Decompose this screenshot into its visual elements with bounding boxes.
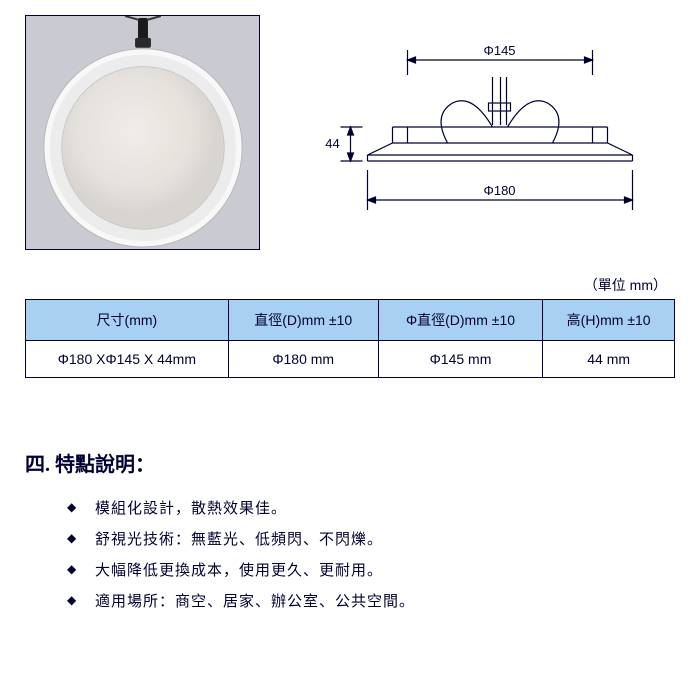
- td-phi-diameter: Φ145 mm: [378, 341, 543, 378]
- feature-item: 大幅降低更換成本，使用更久、更耐用。: [95, 559, 675, 580]
- th-size: 尺寸(mm): [26, 300, 229, 341]
- feature-item: 舒視光技術：無藍光、低頻閃、不閃爍。: [95, 528, 675, 549]
- td-height: 44 mm: [543, 341, 675, 378]
- th-height: 高(H)mm ±10: [543, 300, 675, 341]
- technical-diagram: Φ145: [290, 15, 675, 250]
- top-section: Φ145: [25, 15, 675, 250]
- td-size: Φ180 XΦ145 X 44mm: [26, 341, 229, 378]
- product-photo: [25, 15, 260, 250]
- dim-height: 44: [325, 136, 339, 151]
- spec-table: 尺寸(mm) 直徑(D)mm ±10 Φ直徑(D)mm ±10 高(H)mm ±…: [25, 299, 675, 378]
- section-title: 四. 特點說明：: [25, 448, 675, 477]
- th-diameter: 直徑(D)mm ±10: [228, 300, 378, 341]
- td-diameter: Φ180 mm: [228, 341, 378, 378]
- features-list: 模組化設計，散熱效果佳。 舒視光技術：無藍光、低頻閃、不閃爍。 大幅降低更換成本…: [25, 497, 675, 611]
- th-phi-diameter: Φ直徑(D)mm ±10: [378, 300, 543, 341]
- unit-label: （單位 mm）: [25, 275, 667, 295]
- feature-item: 模組化設計，散熱效果佳。: [95, 497, 675, 518]
- feature-item: 適用場所：商空、居家、辦公室、公共空間。: [95, 590, 675, 611]
- dim-top: Φ145: [483, 43, 515, 58]
- dim-bottom: Φ180: [483, 183, 515, 198]
